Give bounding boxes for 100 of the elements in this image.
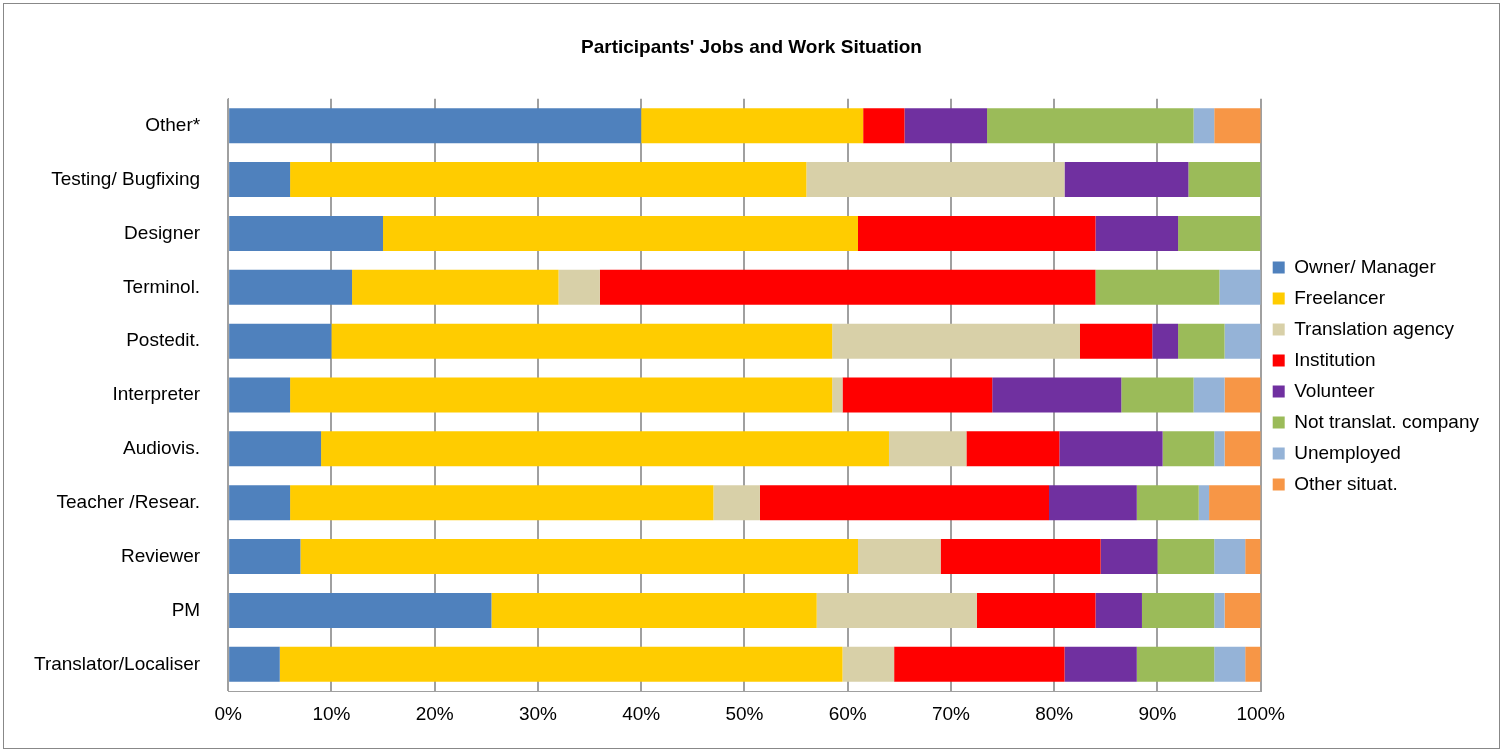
x-tick-label: 0% <box>214 702 242 724</box>
bar <box>1214 539 1246 575</box>
y-tick-label: Terminol. <box>123 275 201 297</box>
bar <box>1224 323 1261 359</box>
bar <box>290 162 807 198</box>
x-tick-label: 30% <box>518 702 558 724</box>
bar <box>1214 592 1225 628</box>
bar <box>229 646 280 682</box>
y-tick-label: Teacher /Resear. <box>56 490 201 512</box>
x-tick-label: 100% <box>1236 702 1286 724</box>
bar <box>832 323 1080 359</box>
bar <box>1193 108 1215 144</box>
bar <box>229 592 492 628</box>
legend-label: Not translat. company <box>1294 410 1480 432</box>
x-tick-label: 20% <box>415 702 454 724</box>
bar <box>1152 323 1179 359</box>
bar <box>1157 539 1215 575</box>
bar <box>832 377 843 413</box>
bar <box>352 269 559 305</box>
bar <box>987 108 1194 144</box>
bar <box>300 539 858 575</box>
bar <box>1121 377 1194 413</box>
y-tick-label: Audiovis. <box>123 437 201 459</box>
bar <box>279 646 843 682</box>
bar <box>383 215 858 251</box>
bar <box>1245 646 1261 682</box>
x-tick-label: 60% <box>828 702 867 724</box>
legend-label: Translation agency <box>1294 317 1455 339</box>
bar <box>816 592 977 628</box>
y-tick-label: Other* <box>145 113 201 135</box>
x-tick-label: 80% <box>1035 702 1074 724</box>
bar <box>1209 485 1261 521</box>
bar <box>229 431 322 467</box>
bar <box>1095 269 1220 305</box>
bar <box>863 108 905 144</box>
bar <box>858 215 1096 251</box>
bar <box>1095 215 1179 251</box>
bar <box>1095 592 1142 628</box>
bar <box>1245 539 1261 575</box>
bar <box>1162 431 1215 467</box>
bar <box>1214 431 1225 467</box>
bar <box>229 108 642 144</box>
x-tick-label: 70% <box>931 702 971 724</box>
bar <box>229 323 332 359</box>
bar <box>858 539 941 575</box>
bar <box>1100 539 1158 575</box>
chart-title: Participants' Jobs and Work Situation <box>581 35 922 57</box>
bar <box>229 539 301 575</box>
y-tick-label: Testing/ Bugfixing <box>51 167 201 189</box>
y-tick-label: Interpreter <box>112 383 201 405</box>
bar <box>1064 162 1189 198</box>
bar <box>1219 269 1261 305</box>
bar <box>940 539 1101 575</box>
bar <box>1178 323 1225 359</box>
legend-label: Volunteer <box>1294 379 1376 401</box>
bar <box>229 162 291 198</box>
bar <box>229 269 353 305</box>
bar <box>331 323 833 359</box>
legend-label: Other situat. <box>1294 472 1398 494</box>
y-tick-label: Designer <box>124 221 201 243</box>
bar <box>904 108 988 144</box>
bar <box>229 485 291 521</box>
bar <box>229 215 384 251</box>
bar <box>1198 485 1210 521</box>
bar <box>290 485 714 521</box>
bar <box>599 269 1096 305</box>
bar <box>290 377 833 413</box>
x-tick-label: 50% <box>725 702 764 724</box>
bar <box>842 646 895 682</box>
bar <box>321 431 889 467</box>
y-tick-label: Postedit. <box>126 329 201 351</box>
bar <box>1049 485 1137 521</box>
bar <box>976 592 1096 628</box>
legend-label: Unemployed <box>1294 441 1401 463</box>
bar <box>759 485 1050 521</box>
bar <box>641 108 864 144</box>
bar <box>1136 485 1199 521</box>
bar <box>842 377 993 413</box>
legend-label: Freelancer <box>1294 286 1386 308</box>
bar <box>1059 431 1163 467</box>
bar <box>491 592 817 628</box>
bar <box>966 431 1060 467</box>
x-tick-label: 90% <box>1138 702 1177 724</box>
bar <box>1224 431 1261 467</box>
bar <box>713 485 760 521</box>
bar <box>1141 592 1215 628</box>
bar <box>1178 215 1261 251</box>
bar <box>558 269 600 305</box>
x-tick-label: 10% <box>312 702 351 724</box>
bar <box>1214 108 1261 144</box>
bar <box>1064 646 1137 682</box>
bar <box>1214 646 1246 682</box>
bar <box>229 377 291 413</box>
legend-label: Institution <box>1294 348 1376 370</box>
bar <box>1188 162 1261 198</box>
y-tick-label: Translator/Localiser <box>34 652 201 674</box>
bar <box>1080 323 1153 359</box>
bar <box>1224 377 1261 413</box>
y-tick-label: PM <box>171 598 201 620</box>
bar <box>1224 592 1261 628</box>
